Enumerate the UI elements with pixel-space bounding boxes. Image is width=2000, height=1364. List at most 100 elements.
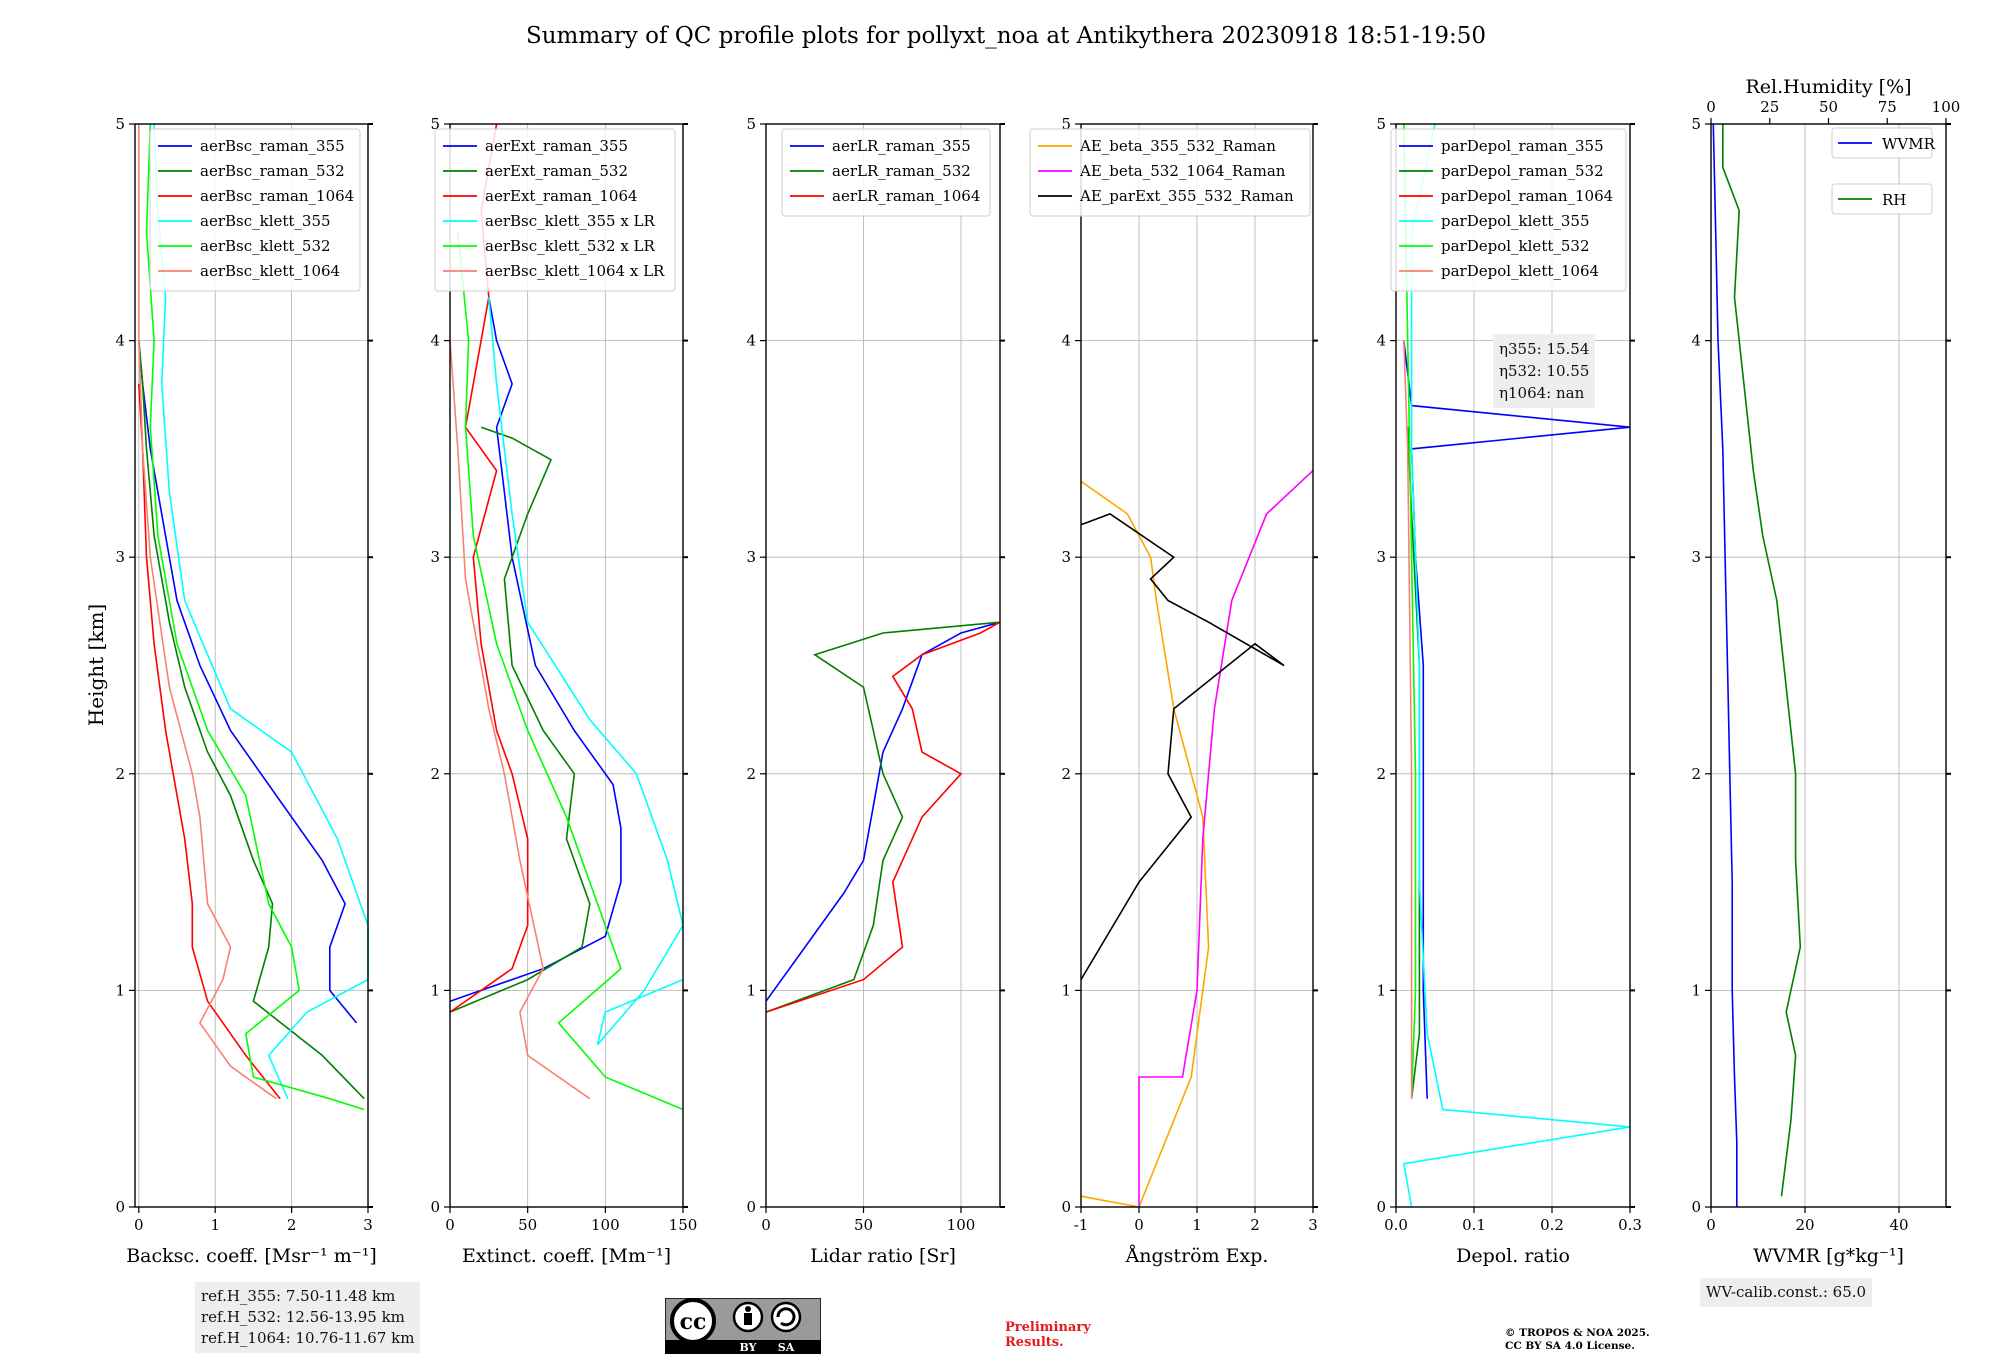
y-tick-label: 5: [430, 115, 440, 133]
legend-label: aerLR_raman_355: [832, 137, 971, 155]
axes-frame: [1710, 123, 1947, 1208]
subplot-3: 0 50 100 0 1 2 3 4 5 Lidar ratio [Sr] aerLR_raman_…: [746, 115, 1005, 1267]
cc-license-badge: cc BY SA: [665, 1298, 821, 1354]
series-line-aerLR_raman_1064: [765, 621, 1001, 1013]
sa-share-icon: [770, 1301, 802, 1333]
y-tick-label: 4: [115, 332, 125, 350]
x2-axis-label: Rel.Humidity [%]: [1745, 76, 1911, 98]
legend-label: aerLR_raman_1064: [832, 187, 980, 205]
x-tick-label: 100: [591, 1216, 620, 1234]
wv-calibration-box: WV-calib.const.: 65.0: [1700, 1278, 1873, 1307]
copyright-note: © TROPOS & NOA 2025. CC BY SA 4.0 Licens…: [1505, 1327, 1650, 1353]
legend-label: aerBsc_raman_355: [200, 137, 345, 155]
x-tick-label: 50: [518, 1216, 537, 1234]
license-by: BY: [740, 1341, 757, 1354]
y-tick-label: 3: [1376, 548, 1386, 566]
license-sa: SA: [778, 1341, 795, 1354]
series-line-aerBsc_raman_1064: [138, 383, 281, 1100]
legend-label: parDepol_klett_355: [1441, 212, 1590, 230]
series-line-aerBsc_klett_355: [153, 123, 369, 1100]
legend-label: AE_parExt_355_532_Raman: [1079, 187, 1294, 205]
x2-tick-label: 25: [1760, 98, 1779, 116]
x-axis-label: Ångström Exp.: [1125, 1245, 1269, 1267]
y-tick-label: 5: [746, 115, 756, 133]
x-axis-label: Backsc. coeff. [Msr⁻¹ m⁻¹]: [126, 1245, 377, 1267]
y-tick-label: 5: [115, 115, 125, 133]
series-line-parDepol_klett_532: [1403, 123, 1417, 1099]
ref-height-355: ref.H_355: 7.50-11.48 km: [201, 1287, 396, 1305]
subplot-panels: 0 1 2 3 0 1 2 3 4 5 Backsc. coeff. [Msr⁻¹ m⁻¹] aerB…: [115, 76, 1960, 1267]
legend-label: aerBsc_raman_1064: [200, 187, 354, 205]
eta-532: η532: 10.55: [1499, 362, 1590, 380]
legend-label: parDepol_klett_532: [1441, 237, 1590, 255]
y-tick-label: 2: [115, 765, 125, 783]
ref-height-532: ref.H_532: 12.56-13.95 km: [201, 1308, 405, 1326]
axes-frame: [1395, 123, 1631, 1208]
legend-label: WVMR: [1882, 135, 1936, 153]
x-tick-label: 0.3: [1618, 1216, 1642, 1234]
y-tick-label: 1: [1061, 981, 1071, 999]
figure-title: Summary of QC profile plots for pollyxt_…: [526, 23, 1486, 49]
x-tick-label: 0: [134, 1216, 144, 1234]
legend-label: AE_beta_355_532_Raman: [1079, 137, 1276, 155]
legend-label: RH: [1882, 191, 1906, 209]
wv-calib-text: WV-calib.const.: 65.0: [1706, 1283, 1867, 1301]
series-line-AE_beta_532_1064_Raman: [1138, 470, 1314, 1207]
x-tick-label: -1: [1074, 1216, 1089, 1234]
x-tick-label: 0: [445, 1216, 455, 1234]
copyright-line-1: © TROPOS & NOA 2025.: [1505, 1327, 1650, 1339]
y-tick-label: 3: [115, 548, 125, 566]
y-tick-label: 3: [430, 548, 440, 566]
series-line-parDepol_raman_532: [1406, 427, 1421, 1099]
axes-frame: [134, 123, 369, 1208]
y-tick-label: 0: [1376, 1198, 1386, 1216]
series-line-parDepol_klett_355: [1402, 123, 1631, 1208]
series-line-aerBsc_raman_532: [138, 340, 365, 1100]
y-tick-label: 5: [1691, 115, 1701, 133]
y-tick-label: 0: [430, 1198, 440, 1216]
x-tick-label: 20: [1795, 1216, 1814, 1234]
x-tick-label: 40: [1889, 1216, 1908, 1234]
legend-label: aerBsc_klett_1064 x LR: [485, 262, 665, 280]
legend-label: aerExt_raman_1064: [485, 187, 638, 205]
legend-box: [149, 128, 361, 292]
series-line-aerLR_raman_532: [765, 621, 1001, 1013]
series-line-parDepol_klett_1064: [1403, 340, 1413, 1099]
preliminary-line-2: Results.: [1005, 1335, 1064, 1350]
subplot-2: 0 50 100 150 0 1 2 3 4 5 Extinct. coeff. [Mm⁻¹] aer…: [430, 115, 697, 1267]
x-tick-label: 0.2: [1540, 1216, 1564, 1234]
y-tick-label: 2: [430, 765, 440, 783]
x-tick-label: 0: [1134, 1216, 1144, 1234]
y-tick-label: 4: [746, 332, 756, 350]
legend-box: [1831, 127, 1933, 159]
x2-tick-label: 0: [1706, 98, 1716, 116]
x-tick-label: 150: [669, 1216, 698, 1234]
x-tick-label: 1: [1192, 1216, 1202, 1234]
subplot-1: 0 1 2 3 0 1 2 3 4 5 Backsc. coeff. [Msr⁻¹ m⁻¹] aerB…: [115, 115, 376, 1267]
y-tick-label: 4: [1376, 332, 1386, 350]
y-tick-label: 2: [1691, 765, 1701, 783]
y-tick-label: 2: [1061, 765, 1071, 783]
x2-tick-label: 100: [1932, 98, 1961, 116]
subplot-5: 0.0 0.1 0.2 0.3 0 1 2 3 4 5 Depol. ratio parDepol_r…: [1376, 115, 1641, 1267]
legend-label: AE_beta_532_1064_Raman: [1079, 162, 1286, 180]
eta-box: η355: 15.54 η532: 10.55 η1064: nan: [1493, 334, 1596, 408]
y-tick-label: 1: [1376, 981, 1386, 999]
x-axis-label: Depol. ratio: [1456, 1245, 1570, 1267]
x-tick-label: 0.1: [1462, 1216, 1486, 1234]
series-line-aerBsc_klett_532 x LR: [457, 232, 684, 1111]
preliminary-line-1: Preliminary: [1005, 1320, 1091, 1335]
y-tick-label: 0: [746, 1198, 756, 1216]
series-line-WVMR: [1712, 123, 1738, 1207]
legend-label: aerExt_raman_532: [485, 162, 628, 180]
series-line-aerExt_raman_355: [449, 297, 622, 1002]
y-tick-label: 0: [1691, 1198, 1701, 1216]
y-tick-label: 1: [430, 981, 440, 999]
x2-tick-label: 75: [1878, 98, 1897, 116]
legend-label: parDepol_raman_1064: [1441, 187, 1613, 205]
x-tick-label: 3: [1308, 1216, 1318, 1234]
y-tick-label: 1: [746, 981, 756, 999]
x-tick-label: 0: [761, 1216, 771, 1234]
